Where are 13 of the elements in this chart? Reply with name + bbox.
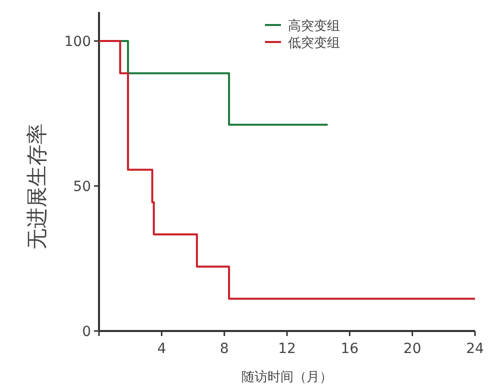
x-tick-label: 4 [157, 341, 166, 357]
y-tick-label: 0 [82, 324, 91, 340]
x-tick-label: 16 [340, 341, 359, 357]
legend-label: 低突变组 [288, 36, 340, 51]
x-tick-label: 8 [220, 341, 229, 357]
x-tick-label: 20 [403, 341, 422, 357]
x-tick-label: 12 [278, 341, 296, 357]
x-axis-title: 随访时间（月） [242, 369, 332, 385]
legend-label: 高突变组 [288, 18, 340, 34]
x-tick-label: 24 [466, 341, 484, 357]
y-axis-title: 无进展生存率 [25, 124, 49, 250]
y-tick-label: 100 [64, 34, 91, 50]
y-tick-label: 50 [73, 179, 91, 195]
